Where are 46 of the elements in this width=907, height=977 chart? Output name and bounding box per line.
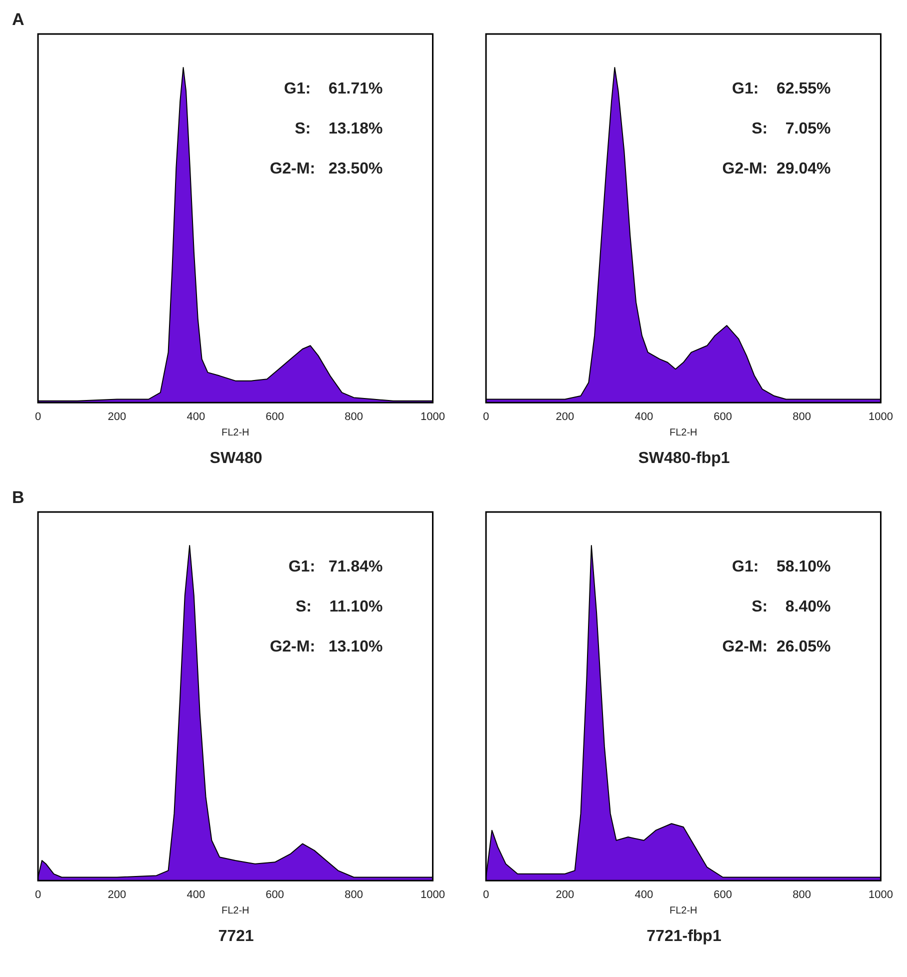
text: 7721	[218, 928, 254, 945]
x-tick-label: 400	[186, 411, 206, 424]
x-tick-label: 0	[34, 411, 42, 424]
x-tick-label: 0	[34, 889, 42, 902]
x-axis-title: FL2-H	[221, 906, 250, 917]
x-tick-label: 800	[344, 889, 363, 902]
x-tick-label: 600	[714, 411, 732, 424]
x-tick-label: 200	[556, 411, 574, 424]
x-tick-label: 600	[266, 411, 284, 424]
annotation: S: 7.05%	[752, 120, 831, 138]
x-axis-title: FL2-H	[669, 428, 698, 439]
x-tick-label: 1000	[868, 889, 894, 902]
x-tick-label: 800	[792, 889, 811, 902]
annotation: S: 8.40%	[752, 598, 831, 616]
x-axis-title: FL2-H	[221, 428, 250, 439]
x-tick-label: 600	[266, 889, 284, 902]
annotation: S: 11.10%	[296, 598, 383, 616]
text: B	[12, 488, 24, 508]
x-tick-label: 400	[634, 889, 654, 902]
text: SW480-fbp1	[638, 450, 730, 467]
x-axis-title: FL2-H	[669, 906, 698, 917]
x-tick-label: 400	[186, 889, 206, 902]
x-tick-label: 200	[108, 889, 126, 902]
x-tick-label: 0	[482, 411, 490, 424]
x-tick-label: 400	[634, 411, 654, 424]
x-tick-label: 200	[108, 411, 126, 424]
text: 7721-fbp1	[646, 928, 722, 945]
x-tick-label: 600	[714, 889, 732, 902]
text: A	[12, 10, 24, 30]
annotation: S: 13.18%	[294, 120, 383, 138]
x-tick-label: 0	[482, 889, 490, 902]
x-tick-label: 800	[792, 411, 811, 424]
x-tick-label: 200	[556, 889, 574, 902]
annotation: G1: 61.71%	[284, 80, 383, 98]
annotation: G2-M: 23.50%	[270, 160, 383, 178]
annotation: G2-M: 13.10%	[270, 638, 383, 656]
x-tick-label: 800	[344, 411, 363, 424]
annotation: G1: 58.10%	[732, 558, 831, 576]
x-tick-label: 1000	[420, 411, 446, 424]
annotation: G2-M: 29.04%	[722, 160, 831, 178]
annotation: G1: 71.84%	[288, 558, 383, 576]
annotation: G1: 62.55%	[732, 80, 831, 98]
text: SW480	[210, 450, 262, 467]
x-tick-label: 1000	[420, 889, 446, 902]
x-tick-label: 1000	[868, 411, 894, 424]
annotation: G2-M: 26.05%	[722, 638, 831, 656]
